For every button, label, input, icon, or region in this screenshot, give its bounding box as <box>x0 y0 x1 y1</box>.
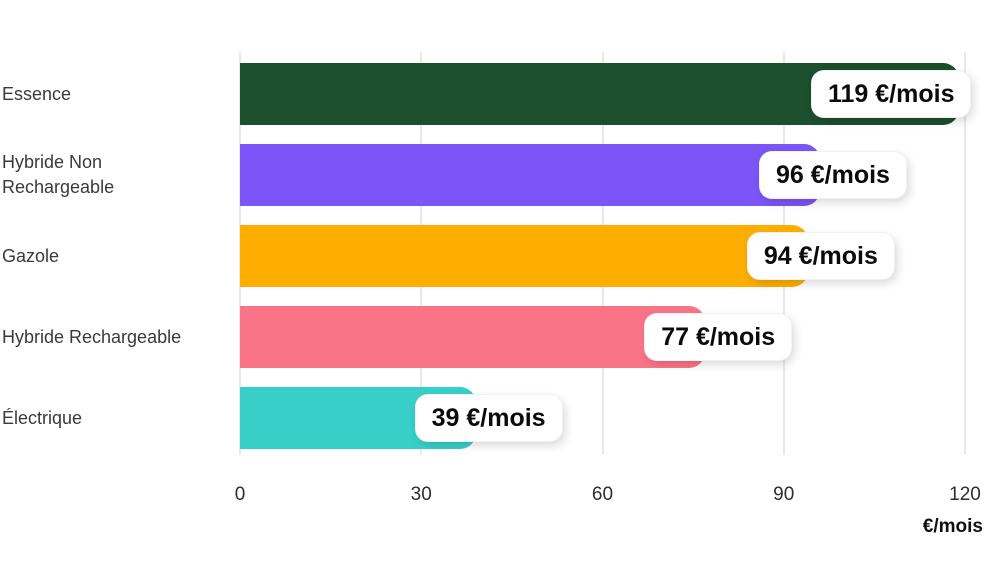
x-tick-30: 30 <box>410 484 432 505</box>
value-badge-hybride-rechargeable: 77 €/mois <box>645 314 792 360</box>
x-tick-120: 120 <box>949 484 981 505</box>
category-label-hybride-non-rechargeable: Hybride Non Rechargeable <box>2 152 115 197</box>
bar-gazole <box>240 225 808 287</box>
value-badge-essence: 119 €/mois <box>812 71 971 117</box>
value-badge-hybride-non-rechargeable: 96 €/mois <box>760 152 906 198</box>
category-label-hybride-rechargeable: Hybride Rechargeable <box>2 326 182 347</box>
category-label-essence: Essence <box>2 83 72 104</box>
bar-hybride-rechargeable <box>240 306 706 368</box>
value-badge-electrique: 39 €/mois <box>415 395 562 441</box>
value-badge-gazole: 94 €/mois <box>747 233 894 279</box>
bar-hybride-non-rechargeable <box>240 144 820 206</box>
gridline-120 <box>964 52 966 455</box>
category-label-gazole: Gazole <box>2 245 60 266</box>
x-tick-90: 90 <box>773 484 795 505</box>
x-tick-0: 0 <box>234 484 246 505</box>
x-axis-unit-label: €/mois <box>922 516 983 537</box>
x-tick-60: 60 <box>591 484 614 505</box>
category-label-electrique: Électrique <box>2 407 83 428</box>
